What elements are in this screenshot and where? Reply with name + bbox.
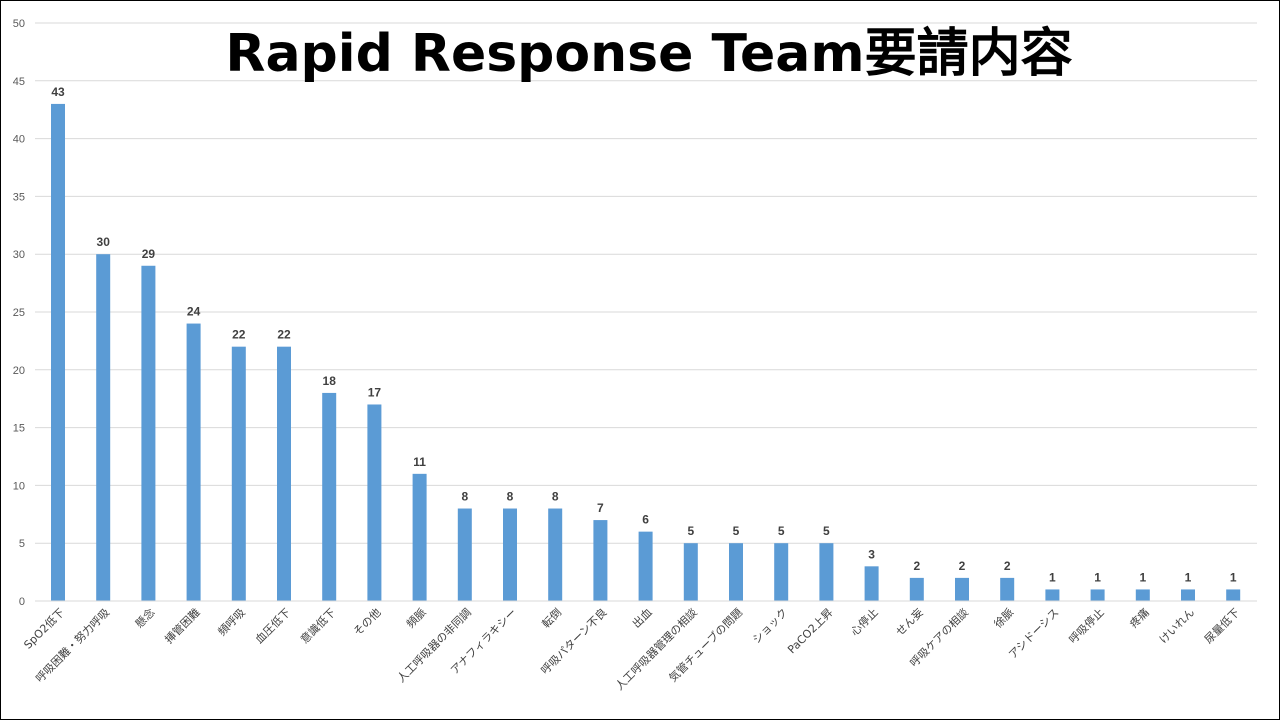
x-category-label: PaCO2上昇 [785, 606, 835, 656]
bar [141, 265, 156, 601]
data-label: 1 [1094, 570, 1101, 584]
x-category-label: 頻脈 [403, 605, 428, 630]
bar [1135, 589, 1150, 601]
bar [277, 346, 291, 601]
y-tick-label: 0 [19, 596, 25, 608]
data-label: 22 [277, 328, 291, 342]
bar [638, 531, 653, 601]
data-label: 24 [187, 305, 201, 319]
data-label: 22 [232, 328, 246, 342]
bar [1181, 589, 1195, 601]
y-tick-label: 5 [19, 538, 25, 550]
y-tick-label: 15 [13, 423, 25, 435]
bar [909, 577, 924, 601]
data-label: 8 [507, 490, 514, 504]
bar [955, 577, 969, 601]
bars [51, 103, 1241, 602]
y-tick-label: 25 [13, 307, 25, 319]
bar [457, 508, 472, 601]
bar [1045, 589, 1060, 601]
bar [548, 508, 563, 601]
x-category-label: せん妄 [893, 605, 926, 638]
bar [774, 543, 789, 601]
chart-title: Rapid Response Team要請内容 [225, 24, 1072, 84]
bar [1000, 577, 1015, 601]
data-label: 30 [97, 235, 111, 249]
bar [96, 254, 111, 601]
x-category-label: けいれん [1157, 606, 1197, 646]
data-label: 8 [552, 490, 559, 504]
x-category-label: 疼痛 [1126, 605, 1151, 630]
data-label: 2 [1004, 559, 1011, 573]
y-tick-label: 20 [13, 365, 25, 377]
x-category-label: 頻呼吸 [215, 605, 248, 638]
data-label: 1 [1230, 570, 1237, 584]
data-label: 17 [368, 385, 382, 399]
y-tick-label: 10 [13, 480, 25, 492]
bar [186, 323, 201, 601]
x-category-label: 尿量低下 [1202, 606, 1242, 646]
data-label: 18 [323, 374, 337, 388]
bar [1090, 589, 1105, 601]
bar [322, 392, 337, 601]
data-label: 2 [913, 559, 920, 573]
bar [819, 543, 834, 601]
x-category-label: 気管チューブの問題 [666, 605, 745, 684]
x-category-label: 転倒 [540, 606, 565, 631]
x-category-label: 人工呼吸器管理の相談 [612, 605, 700, 693]
bar [51, 103, 65, 602]
data-label: 43 [51, 85, 65, 99]
bar [231, 346, 246, 601]
x-category-label: 懸念 [132, 605, 157, 630]
x-category-label: 心停止 [847, 605, 880, 638]
bar [412, 473, 427, 601]
x-category-label: 意識低下 [297, 605, 338, 646]
data-label: 5 [823, 524, 830, 538]
data-label: 8 [461, 490, 468, 504]
bar [593, 520, 608, 601]
data-label: 2 [959, 559, 966, 573]
data-label: 1 [1139, 570, 1146, 584]
x-category-label: 出血 [629, 605, 654, 630]
gridlines [35, 22, 1257, 544]
y-tick-label: 30 [13, 249, 25, 261]
bar [683, 543, 698, 601]
y-tick-label: 50 [13, 18, 25, 30]
x-category-label: 血圧低下 [252, 605, 293, 646]
x-category-label: ショック [750, 606, 790, 646]
data-label: 6 [642, 513, 649, 527]
y-axis-ticks: 0 5 10 15 20 25 30 35 40 45 50 [13, 18, 25, 608]
data-label: 11 [413, 455, 426, 469]
bar [1226, 589, 1241, 601]
x-category-label: 呼吸停止 [1066, 605, 1107, 646]
data-label: 5 [733, 524, 740, 538]
data-label: 3 [868, 547, 875, 561]
bar [367, 404, 382, 601]
data-label: 5 [687, 524, 694, 538]
data-label: 5 [778, 524, 785, 538]
data-label: 7 [597, 501, 604, 515]
bar [503, 508, 517, 601]
x-category-label: その他 [351, 606, 384, 639]
data-label: 29 [142, 247, 156, 261]
x-category-label: SpO2低下 [21, 606, 67, 652]
x-category-label: 呼吸困難・努力呼吸 [32, 605, 112, 685]
x-category-label: 挿管困難 [162, 605, 203, 646]
x-category-label: 徐脈 [991, 605, 1016, 630]
data-label: 1 [1185, 570, 1192, 584]
data-label: 1 [1049, 570, 1056, 584]
x-category-label: 人工呼吸器の非同調 [394, 605, 474, 685]
y-tick-label: 40 [13, 134, 25, 146]
y-tick-label: 35 [13, 191, 25, 203]
y-tick-label: 45 [13, 76, 25, 88]
bar [729, 543, 743, 601]
bar [864, 566, 879, 601]
